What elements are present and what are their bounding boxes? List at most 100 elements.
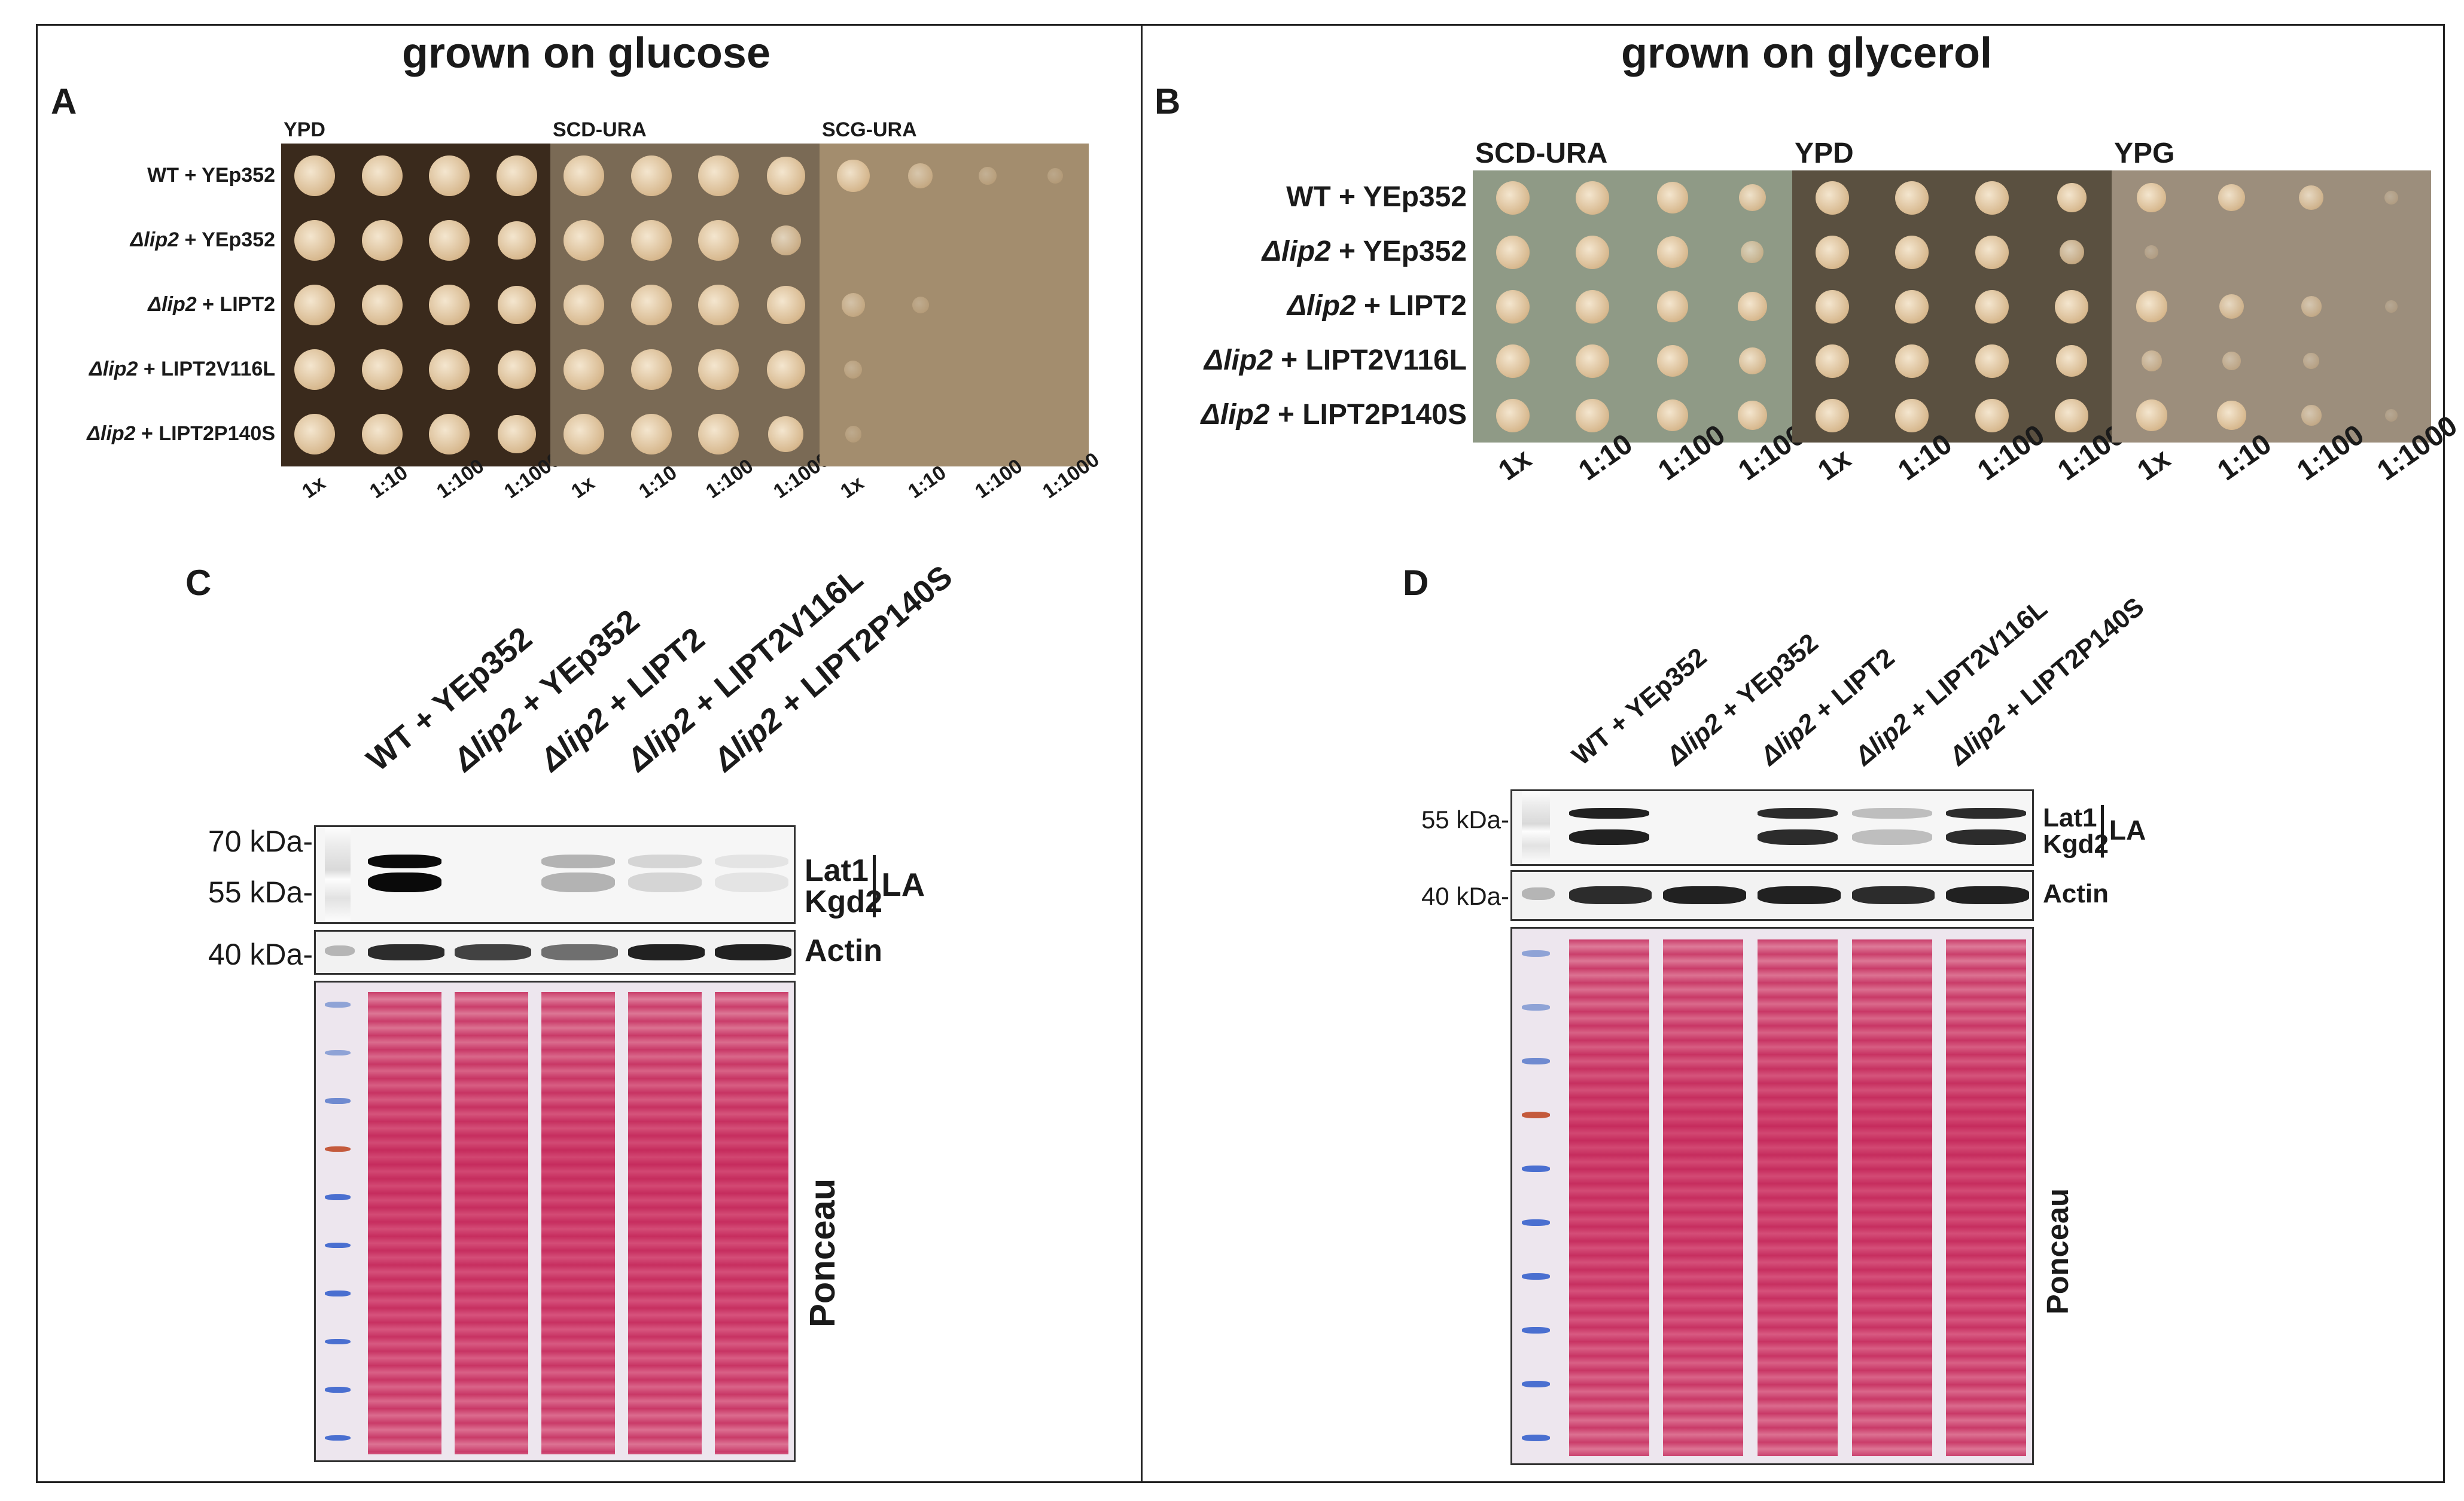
colony-spot <box>294 349 336 390</box>
colony-spot <box>631 155 672 196</box>
colony-spot <box>361 414 403 454</box>
colony-spot <box>1815 235 1849 269</box>
colony-spot <box>2057 183 2087 212</box>
ladder-band <box>324 1338 351 1345</box>
panel_c-actin-blot <box>314 930 796 975</box>
colony-spot <box>1975 289 2009 324</box>
colony-spot <box>497 221 536 260</box>
protein-ladder <box>324 983 351 1460</box>
la-band-lat1 <box>715 855 789 869</box>
actin-band <box>455 944 531 960</box>
colony-spot <box>1815 344 1849 378</box>
panel_c-ponceau-label: Ponceau <box>802 1178 842 1328</box>
colony-spot <box>1496 235 1530 269</box>
colony-spot <box>429 414 470 454</box>
colony-spot <box>361 349 403 390</box>
colony-spot <box>1737 292 1767 321</box>
actin-band <box>541 944 618 960</box>
colony-spot <box>1656 236 1688 268</box>
panel_b-plate <box>1473 170 1792 443</box>
panel_a-plate <box>820 144 1089 466</box>
colony-spot <box>2384 408 2398 422</box>
colony-spot <box>1815 181 1849 215</box>
actin-band <box>1946 886 2029 905</box>
la-band-lat1 <box>1946 808 2027 819</box>
actin-band <box>368 944 444 960</box>
strain-gene: Δlip2 <box>87 422 136 445</box>
la-band-kgd2 <box>1568 829 1649 845</box>
colony-spot <box>429 285 470 325</box>
colony-spot <box>1895 235 1929 269</box>
strain-text: + YEp352 <box>1330 235 1467 267</box>
ponceau-lane <box>1946 939 2027 1456</box>
colony-spot <box>1975 398 2009 432</box>
colony-spot <box>564 285 605 325</box>
ponceau-lane <box>1757 939 1838 1456</box>
la-band-kgd2 <box>541 872 616 892</box>
colony-spot <box>698 414 739 454</box>
panel_a-condition-label: YPD <box>284 118 325 141</box>
colony-spot <box>1738 184 1766 212</box>
actin-band <box>1663 886 1746 905</box>
colony-spot <box>1815 398 1849 432</box>
strain-text: WT + YEp352 <box>1286 181 1467 213</box>
actin-band <box>715 944 791 960</box>
colony-spot <box>1895 398 1929 432</box>
colony-spot <box>294 285 336 325</box>
colony-spot <box>429 349 470 390</box>
la-band-lat1 <box>1851 808 1932 819</box>
panel_c-actin-label: Actin <box>805 933 882 968</box>
ladder-band <box>1521 1327 1551 1334</box>
panel_c-mw-marker: 40 kDa- <box>208 938 313 971</box>
colony-spot <box>2222 352 2241 370</box>
colony-spot <box>2136 399 2167 431</box>
colony-spot <box>766 157 805 195</box>
ladder-band <box>1521 1058 1551 1064</box>
panel_a-plate <box>281 144 550 466</box>
ladder-band <box>1521 1219 1551 1226</box>
panel_d-la-bracket-label: LA <box>2109 814 2146 846</box>
colony-spot <box>564 220 605 261</box>
strain-text: + LIPT2P140S <box>135 422 275 445</box>
la-band-kgd2 <box>368 872 442 892</box>
panel_a-strain-label: Δlip2 + YEp352 <box>36 228 275 252</box>
colony-spot <box>631 285 672 325</box>
strain-text: + LIPT2 <box>1356 289 1467 322</box>
colony-spot <box>1895 181 1929 215</box>
ladder-band <box>1521 1004 1551 1011</box>
strain-text: + YEp352 <box>179 228 275 251</box>
panel_c-ponceau-stain <box>314 981 796 1462</box>
colony-spot <box>979 166 997 185</box>
actin-band <box>628 944 705 960</box>
strain-text: + LIPT2P140S <box>1269 398 1467 431</box>
strain-gene: Δlip2 <box>1204 344 1273 376</box>
panel_d-ponceau-stain <box>1510 927 2034 1465</box>
colony-spot <box>294 414 336 454</box>
colony-spot <box>497 350 536 389</box>
colony-spot <box>845 426 861 443</box>
colony-spot <box>294 220 336 261</box>
panel-letter-d: D <box>1403 563 1429 603</box>
colony-spot <box>1576 398 1610 432</box>
marker-lane <box>1521 791 1551 864</box>
colony-spot <box>2301 405 2322 426</box>
colony-spot <box>1895 344 1929 378</box>
actin-band <box>1851 886 1935 905</box>
panel-letter-c: C <box>185 563 212 603</box>
strain-gene: Δlip2 <box>89 357 138 380</box>
strain-gene: Δlip2 <box>1201 398 1270 431</box>
panel_b-strain-label: Δlip2 + LIPT2P140S <box>1132 398 1467 431</box>
panel_d-mw-marker: 55 kDa- <box>1421 806 1509 834</box>
colony-spot <box>631 414 672 454</box>
colony-spot <box>2303 353 2320 369</box>
colony-spot <box>766 350 805 389</box>
ponceau-lane <box>455 992 529 1454</box>
colony-spot <box>294 155 336 196</box>
panel-letter-b: B <box>1155 81 1181 121</box>
colony-spot <box>1496 344 1530 378</box>
colony-spot <box>2384 190 2398 205</box>
strain-gene: Δlip2 <box>1287 289 1356 322</box>
colony-spot <box>768 416 804 452</box>
ladder-band <box>1521 1166 1551 1172</box>
marker-lane <box>324 945 355 957</box>
